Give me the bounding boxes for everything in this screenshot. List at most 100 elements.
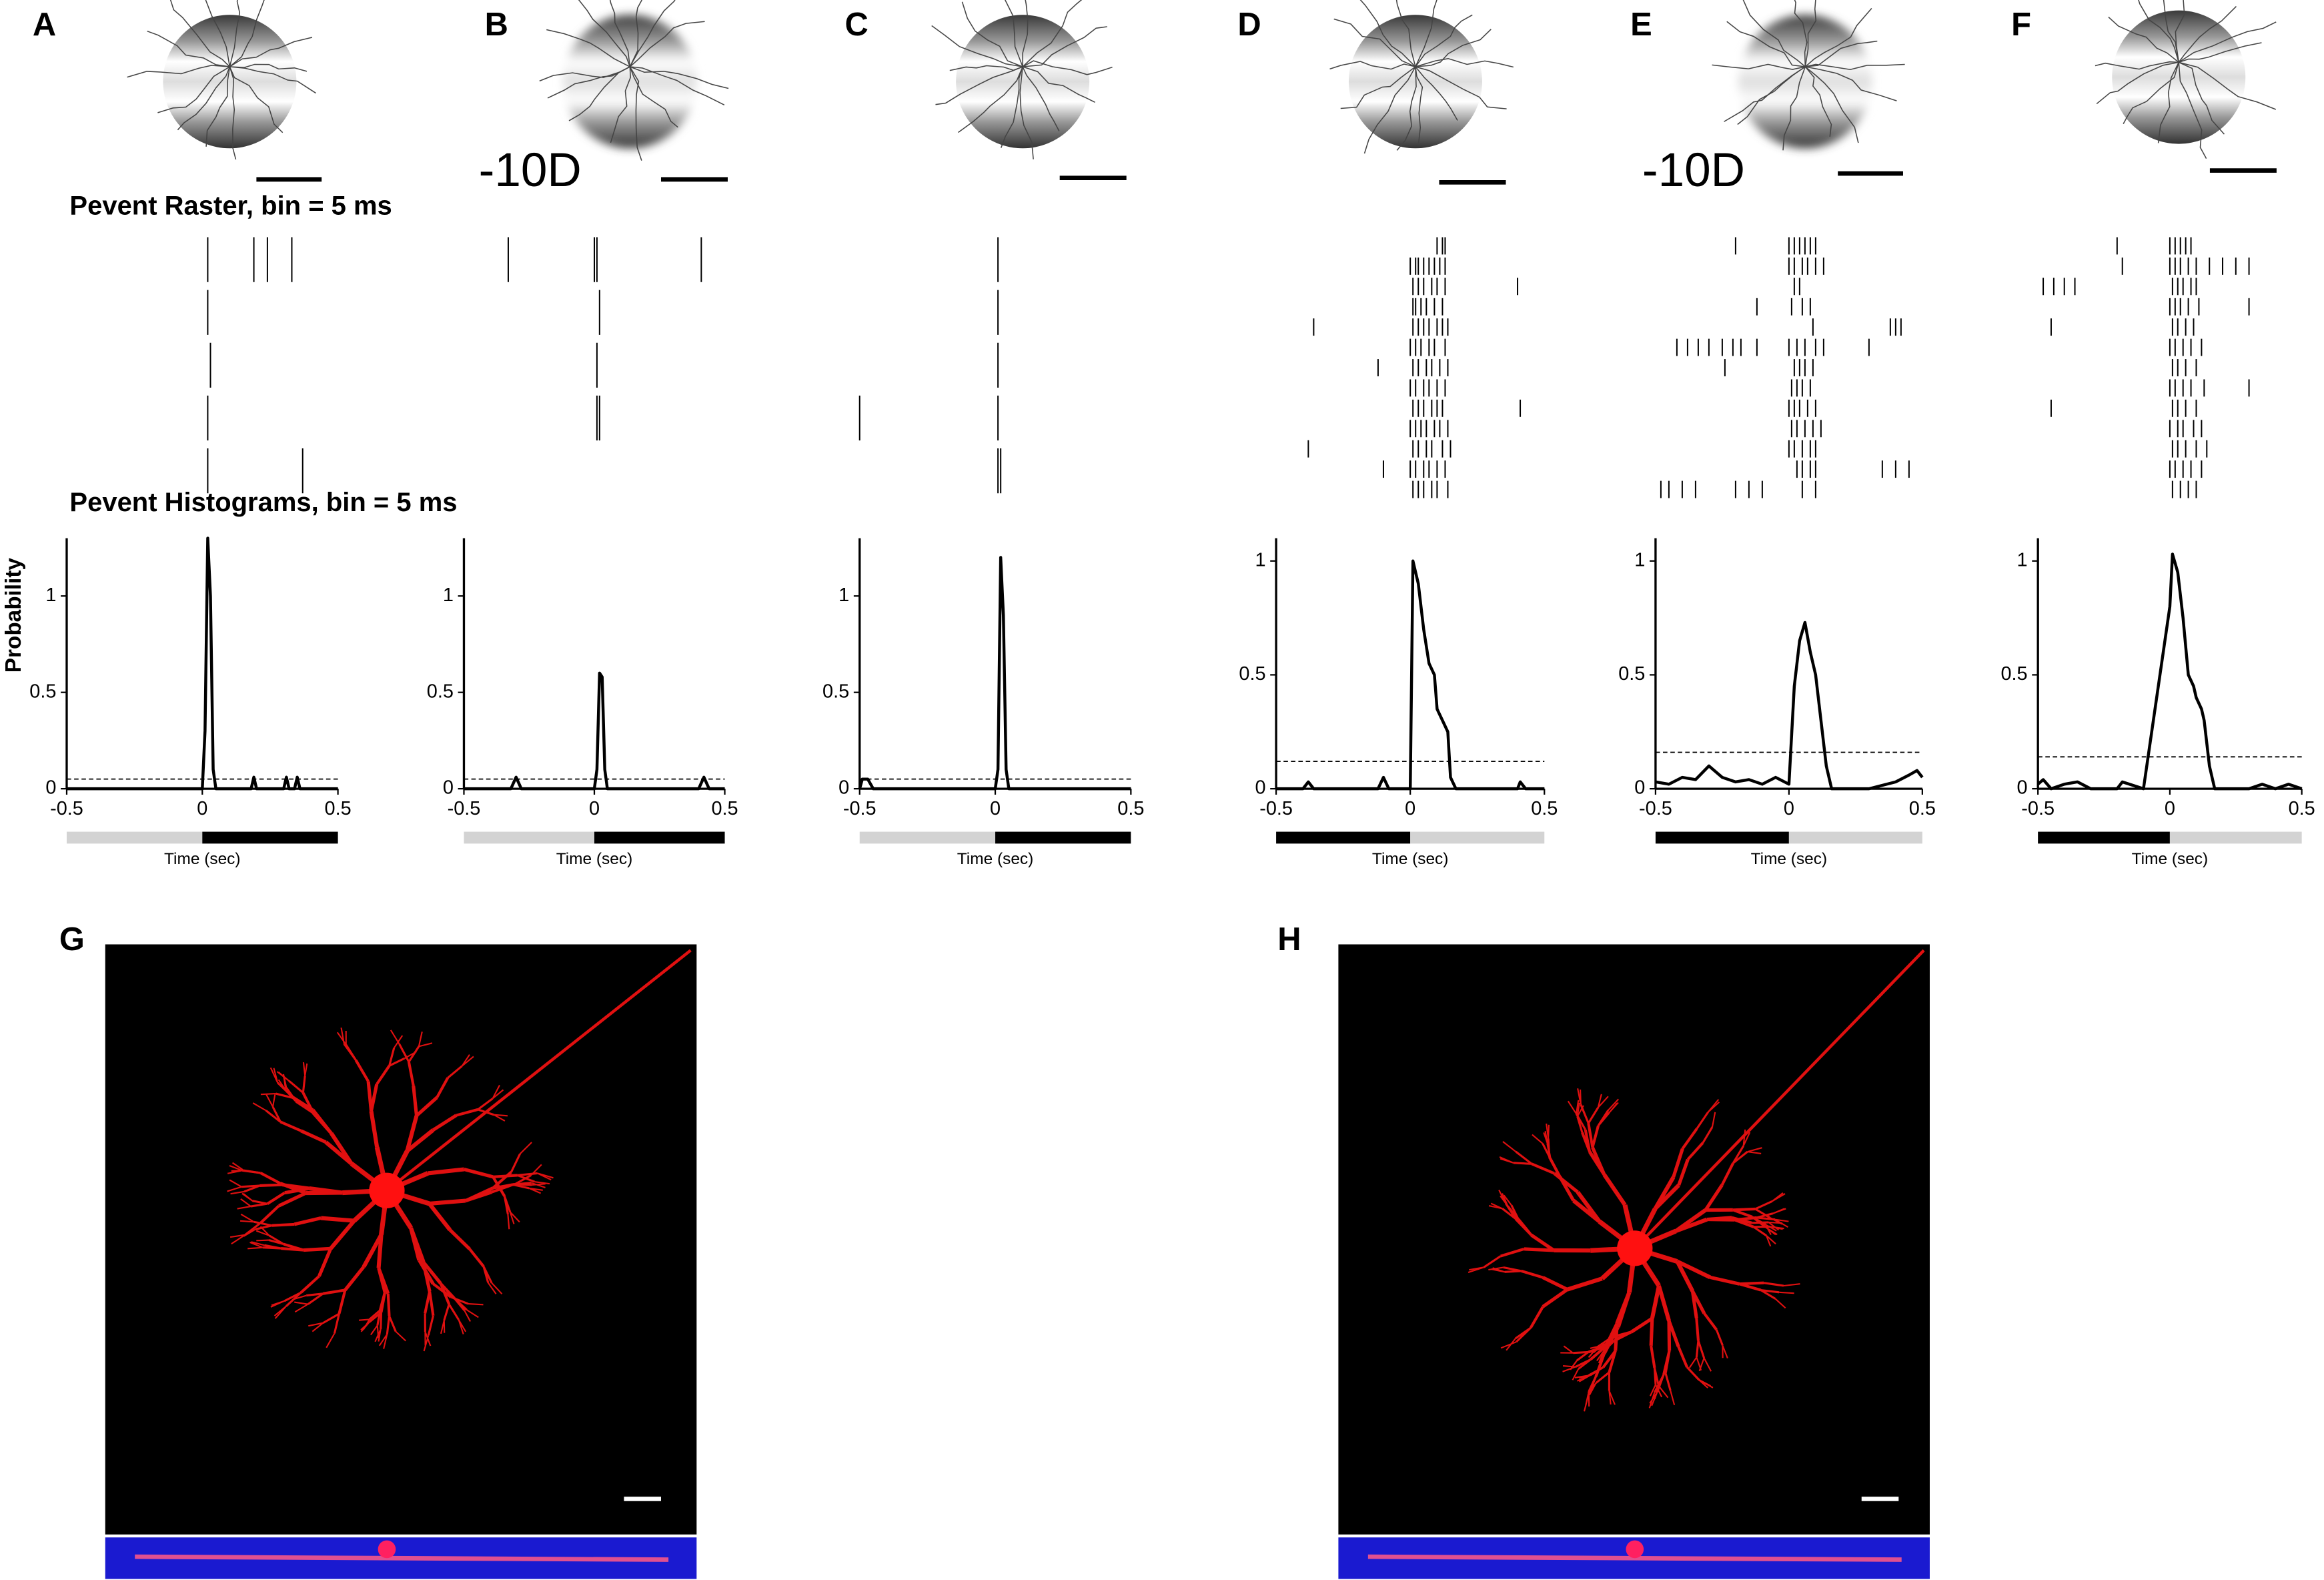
dendrite xyxy=(273,1305,287,1316)
dendrite xyxy=(359,1318,370,1321)
dendrite xyxy=(378,1328,382,1342)
retina-dendrite xyxy=(1329,61,1416,70)
dendrite xyxy=(1542,1276,1568,1291)
dendrite xyxy=(1675,1217,1708,1233)
dendrite xyxy=(1567,1100,1577,1114)
dendrite xyxy=(1604,1322,1619,1347)
dendrite xyxy=(1783,1283,1800,1287)
y-tick-label: 0.5 xyxy=(29,681,56,702)
retina-dendrite xyxy=(1019,66,1034,159)
dendrite xyxy=(1506,1338,1516,1351)
dendrite xyxy=(307,1292,324,1305)
dendrite xyxy=(1515,1326,1532,1340)
dendrite xyxy=(333,1313,340,1334)
dendrite xyxy=(302,1076,306,1093)
dendrite xyxy=(493,1114,506,1122)
dendrite xyxy=(517,1174,536,1183)
retina-dendrite xyxy=(2178,6,2237,63)
y-tick-label: 0 xyxy=(1634,777,1645,799)
dendrite xyxy=(294,1216,322,1226)
retina-dendrite xyxy=(1415,29,1492,67)
dendrite xyxy=(253,1220,273,1227)
dendrite xyxy=(300,1129,327,1144)
dendrite xyxy=(432,1282,452,1298)
panel-label: D xyxy=(1237,7,1261,43)
retina-dendrite xyxy=(229,66,237,160)
dendrite xyxy=(345,1044,357,1061)
dendrite xyxy=(240,1220,254,1223)
side-view-soma xyxy=(1626,1540,1644,1559)
dendrite xyxy=(344,1265,366,1291)
dendrite xyxy=(1670,1390,1676,1406)
retina-dendrite xyxy=(1023,26,1107,67)
retina-dendrite xyxy=(1804,66,1832,137)
dendrite xyxy=(283,1242,304,1252)
dendrite xyxy=(1597,1112,1610,1127)
dendrite xyxy=(1580,1089,1582,1105)
dendrite xyxy=(283,1078,287,1090)
dendrite xyxy=(1576,1351,1590,1362)
retina-dendrite xyxy=(1333,18,1416,67)
dendrite xyxy=(1732,1145,1744,1164)
dendrite xyxy=(1529,1306,1544,1329)
dendrite xyxy=(428,1202,452,1232)
x-tick-label: 0.5 xyxy=(1117,798,1144,819)
dendrite xyxy=(395,1330,407,1342)
dendrite xyxy=(259,1172,281,1185)
dendrite xyxy=(1585,1391,1590,1405)
dendrite xyxy=(271,1094,276,1108)
dendrite xyxy=(454,1298,466,1311)
dendrite xyxy=(418,1259,435,1285)
dendrite xyxy=(388,1057,405,1067)
dendrite xyxy=(1742,1132,1751,1146)
dendrite xyxy=(450,1296,469,1305)
dendrite xyxy=(1587,1382,1597,1393)
dendrite xyxy=(1747,1147,1762,1153)
dendrite xyxy=(519,1142,532,1155)
dendrite xyxy=(1760,1288,1780,1294)
dendrite xyxy=(428,1167,465,1176)
retina-dendrite xyxy=(935,66,1023,105)
dendrite xyxy=(1765,1224,1777,1232)
stimulus-bar xyxy=(1788,831,1922,844)
retina-dendrite xyxy=(2178,21,2277,63)
dendrite xyxy=(294,1301,308,1305)
y-tick-label: 0 xyxy=(838,777,849,799)
dendrite xyxy=(231,1162,245,1172)
retina-dendrite xyxy=(1022,66,1060,131)
dendrite xyxy=(1549,1158,1562,1178)
panel-label: C xyxy=(845,7,868,43)
y-tick-label: 1 xyxy=(838,584,849,606)
dendrite xyxy=(1722,1344,1728,1358)
retina-dendrite xyxy=(1396,66,1417,151)
y-tick-label: 1 xyxy=(2017,549,2028,570)
dendrite xyxy=(1734,1218,1754,1228)
x-tick-label: -0.5 xyxy=(448,798,481,819)
dendrite xyxy=(468,1248,485,1268)
dendrite xyxy=(252,1102,267,1112)
dendrite xyxy=(383,1334,388,1349)
retina-dendrite xyxy=(629,0,676,67)
dendrite xyxy=(1608,1098,1620,1111)
stimulus-bar xyxy=(202,831,338,844)
dendrite xyxy=(244,1222,262,1236)
dendrite xyxy=(306,1292,324,1297)
dendrite xyxy=(1738,1282,1762,1292)
dendrite xyxy=(1469,1266,1484,1271)
dendrite xyxy=(1570,1360,1578,1370)
dendrite xyxy=(1696,1356,1702,1371)
dendrite xyxy=(1654,1184,1680,1210)
dendrite xyxy=(380,1312,383,1329)
retina-disc xyxy=(2112,10,2246,144)
stimulus-bar xyxy=(1655,831,1789,844)
dendrite xyxy=(491,1183,514,1194)
dendrite xyxy=(302,1092,315,1114)
dendrite xyxy=(283,1291,302,1302)
dendrite xyxy=(1596,1350,1604,1362)
retina-dendrite xyxy=(1022,66,1095,103)
dendrite xyxy=(1558,1176,1576,1202)
dendrite xyxy=(255,1230,270,1236)
dendrite xyxy=(408,1046,420,1063)
y-tick-label: 0.5 xyxy=(2000,663,2027,685)
